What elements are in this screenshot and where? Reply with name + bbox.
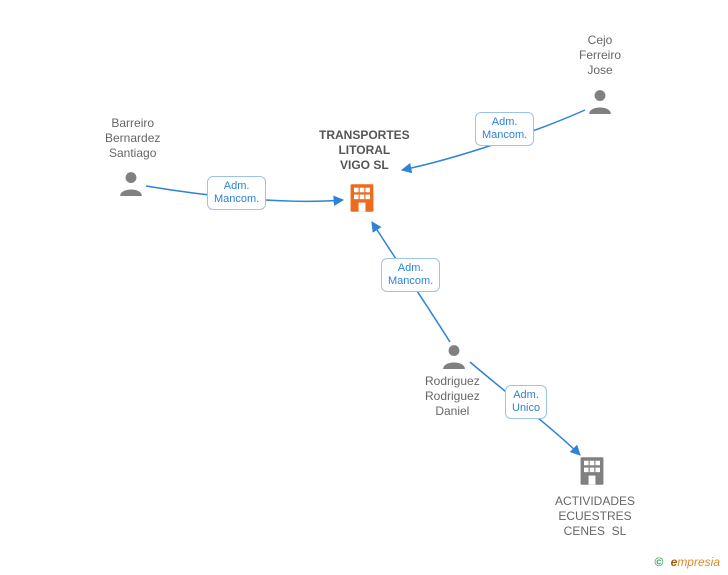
brand-name: empresia: [671, 555, 720, 569]
building-icon: [348, 182, 376, 214]
node-label-company: ACTIVIDADES ECUESTRES CENES SL: [555, 494, 635, 539]
edge-label: Adm. Mancom.: [381, 258, 440, 292]
node-label-person: Barreiro Bernardez Santiago: [105, 116, 160, 161]
node-label-center: TRANSPORTES LITORAL VIGO SL: [319, 128, 410, 173]
person-icon: [587, 88, 613, 114]
edges-svg: [0, 0, 728, 575]
person-icon: [441, 343, 467, 369]
person-icon: [118, 170, 144, 196]
edge-label: Adm. Mancom.: [475, 112, 534, 146]
node-label-person: Cejo Ferreiro Jose: [579, 33, 621, 78]
copyright-symbol: ©: [654, 555, 663, 569]
node-label-person: Rodriguez Rodriguez Daniel: [425, 374, 480, 419]
building-icon: [578, 455, 606, 487]
edge-label: Adm. Mancom.: [207, 176, 266, 210]
diagram-canvas: TRANSPORTES LITORAL VIGO SL Barreiro Ber…: [0, 0, 728, 575]
edge-label: Adm. Unico: [505, 385, 547, 419]
footer-attribution: © empresia: [654, 555, 720, 569]
